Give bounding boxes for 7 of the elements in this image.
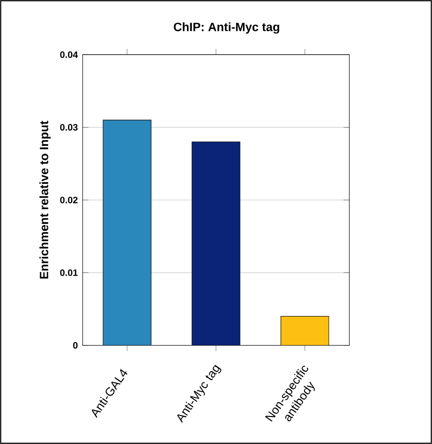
chart-title: ChIP: Anti-Myc tag: [174, 22, 280, 34]
y-tick-label: 0.04: [60, 51, 78, 58]
y-tick-label: 0.02: [60, 196, 78, 204]
y-tick-label: 0.01: [60, 269, 78, 276]
y-tick-label: 0.03: [60, 124, 78, 131]
y-axis-title: Enrichment relative to Input: [39, 120, 51, 279]
y-tick-label: 0: [73, 342, 78, 349]
